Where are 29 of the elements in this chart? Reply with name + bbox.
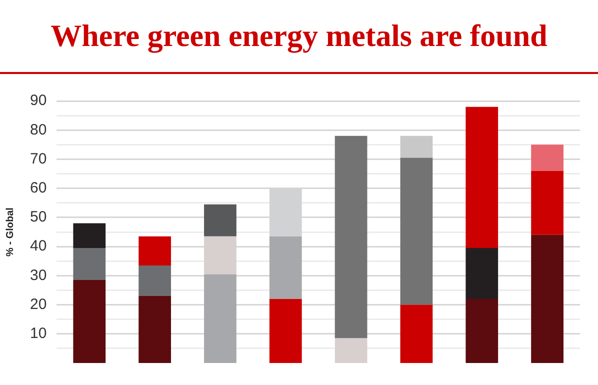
bar [334,338,368,363]
y-tick-label: 80 [30,121,47,138]
bar [204,274,236,363]
bar [73,248,106,280]
bar [334,136,368,338]
bar [466,106,498,248]
bar [204,204,236,236]
bar [73,223,106,248]
y-tick-label: 90 [30,92,47,110]
bar [138,265,171,296]
bar [466,248,498,299]
y-tick-label: 30 [30,266,47,284]
bar [400,158,433,305]
chart-title: Where green energy metals are found [50,18,548,54]
bar [269,236,302,299]
y-tick-label: 20 [30,296,47,313]
y-tick-label: 70 [30,150,47,168]
y-tick-label: 10 [30,325,47,342]
bar [466,298,498,363]
y-tick-label: 50 [30,208,47,226]
bar [138,296,171,363]
y-axis-title: % - Global [4,207,16,256]
bar [73,280,106,363]
bar [138,236,171,266]
bar [531,234,564,363]
bar [531,144,564,171]
y-tick-label: 60 [30,179,47,196]
bar [400,136,433,158]
y-tick-label: 40 [30,238,47,255]
